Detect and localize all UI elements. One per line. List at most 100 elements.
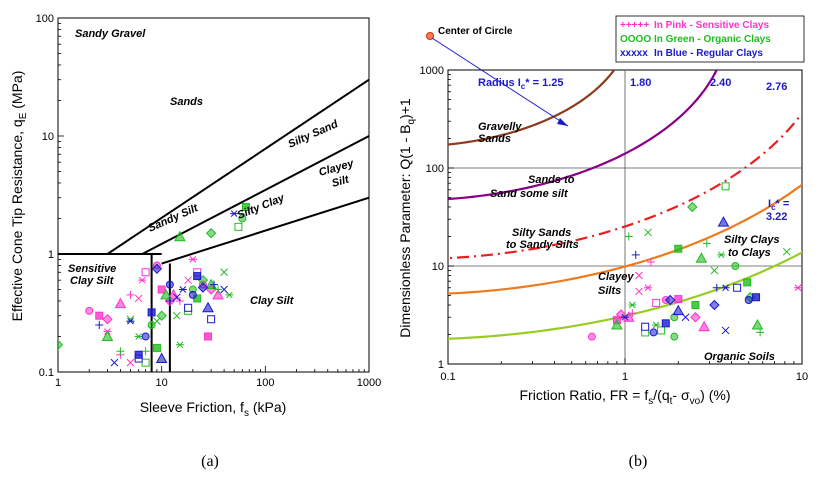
radius-label: Radius Ic* = 1.25 [478,77,563,91]
a-point-sensitive-clays [85,306,94,315]
a-point-organic-clays [172,311,181,320]
b-point-regular-clays [712,283,721,292]
a-point-organic-clays [175,341,184,349]
b-zone-label: Sand some silt [490,188,569,200]
a-point-organic-clays [116,347,125,356]
a-point-regular-clays [193,272,202,281]
a-zone-label: Clay Silt [70,275,115,287]
a-xtick-label: 10 [156,377,168,389]
b-point-organic-clays [691,300,700,309]
b-ytick-label: 1 [438,359,444,371]
a-boundary-sands-upper [106,78,369,255]
b-point-regular-clays [717,216,730,227]
b-point-regular-clays [721,284,730,292]
panel-a-label: (a) [201,453,219,470]
b-point-sensitive-clays [674,295,683,304]
b-point-regular-clays [661,319,670,328]
b-point-regular-clays [709,299,720,311]
b-zone-label: Silty Clays [724,234,780,246]
a-point-organic-clays [241,203,250,212]
a-xtick-label: 1 [55,377,61,389]
a-point-sensitive-clays [212,288,224,300]
a-point-regular-clays [184,303,193,312]
b-xtick-label: 0.1 [440,371,455,383]
b-point-regular-clays [744,295,753,304]
b-point-organic-clays [710,266,719,275]
a-point-regular-clays [220,285,228,294]
radius-label-240: 2.40 [710,77,731,89]
a-point-organic-clays [134,333,143,340]
a-point-regular-clays [110,358,119,367]
a-point-sensitive-clays [141,268,150,277]
a-point-organic-clays [141,347,150,356]
a-xtick-label: 1000 [357,377,381,389]
a-zone-label: Clay Silt [250,295,295,307]
a-point-organic-clays [174,230,186,242]
b-zone-label: to Sandy Silts [506,239,579,251]
a-point-regular-clays [147,308,156,317]
b-point-organic-clays [743,278,752,287]
a-point-organic-clays [153,317,161,325]
b-zone-label: Sands [478,133,511,145]
center-of-circle-label: Center of Circle [438,26,513,37]
a-point-sensitive-clays [126,358,135,367]
a-point-sensitive-clays [114,297,127,309]
a-zone-label: Silt [331,173,352,190]
legend-text-blue: In Blue - Regular Clays [654,48,763,59]
a-point-regular-clays [95,321,104,330]
a-point-sensitive-clays [102,314,113,325]
radius-label-276: 2.76 [766,81,787,93]
b-point-regular-clays [733,283,742,292]
a-point-regular-clays [207,315,216,324]
b-point-organic-clays [756,328,765,337]
a-point-regular-clays [126,317,135,325]
a-point-regular-clays [155,352,168,364]
a-zone-label: Sensitive [68,263,116,275]
center-of-circle-marker [426,32,434,40]
panel-a-ylabel: Effective Cone Tip Resistance, qE (MPa) [9,71,29,322]
ic-curve-3-22 [448,251,802,340]
b-point-regular-clays [681,313,690,322]
a-point-organic-clays [220,268,228,277]
b-point-sensitive-clays [698,320,710,332]
b-point-organic-clays [702,239,711,248]
b-xtick-label: 10 [796,371,808,383]
b-point-regular-clays [664,294,676,306]
legend-text-green: In Green - Organic Clays [654,34,771,45]
a-point-regular-clays [230,210,239,217]
b-point-sensitive-clays [646,257,655,266]
b-point-organic-clays [628,301,637,309]
panel-b-label: (b) [629,453,648,470]
b-zone-label: Silty Sands [512,227,571,239]
a-point-organic-clays [152,343,161,352]
legend-marker-green: OOOO [620,34,651,45]
a-point-regular-clays [188,290,197,299]
b-ytick-label: 1000 [420,65,444,77]
b-zone-label: to Clays [728,247,771,259]
radius-label-180: 1.80 [630,77,651,89]
b-point-sensitive-clays [587,332,596,341]
a-zone-label: Sandy Gravel [75,28,146,40]
a-point-organic-clays [58,339,64,351]
b-point-sensitive-clays [794,284,802,292]
b-xtick-label: 1 [622,371,628,383]
a-point-organic-clays [205,228,217,239]
b-point-sensitive-clays [644,284,653,292]
b-point-sensitive-clays [635,287,643,296]
b-point-regular-clays [641,322,650,331]
a-point-organic-clays [147,321,156,330]
b-point-organic-clays [644,228,652,237]
b-point-organic-clays [687,201,698,213]
b-zone-label: Silts [598,285,621,297]
b-point-sensitive-clays [690,312,701,323]
b-point-organic-clays [670,332,679,341]
a-point-regular-clays [197,282,209,293]
b-point-organic-clays [657,326,666,335]
a-boundary-clayey-silt [161,196,369,265]
b-point-regular-clays [721,326,730,335]
a-point-organic-clays [238,214,247,223]
a-point-sensitive-clays [134,294,143,303]
a-point-sensitive-clays [95,311,104,320]
